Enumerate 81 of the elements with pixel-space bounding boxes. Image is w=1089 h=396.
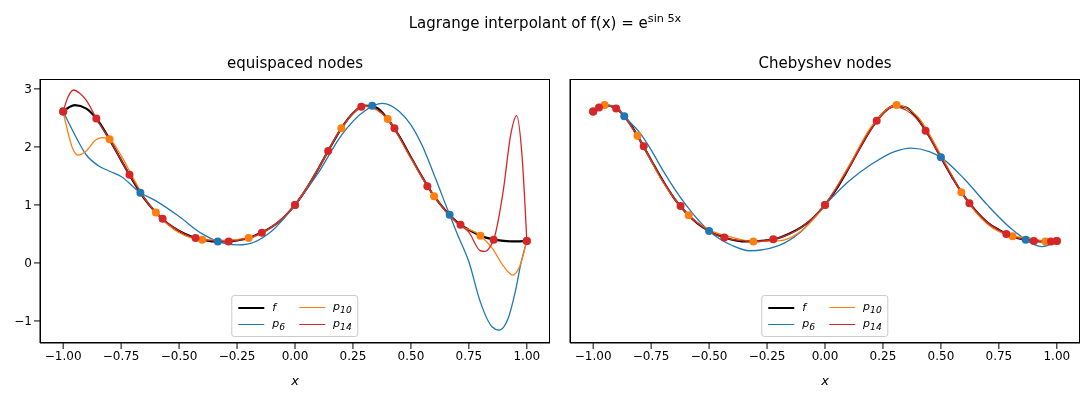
x-tick-label: 0.50 — [927, 348, 955, 363]
point — [1008, 232, 1017, 241]
point — [684, 211, 693, 220]
legend-label: p$_{14}$ — [333, 316, 352, 333]
point — [257, 228, 266, 237]
point — [337, 124, 346, 133]
point — [324, 146, 333, 155]
x-tick-label: 0.25 — [339, 348, 367, 363]
chart-title: Chebyshev nodes — [757, 53, 893, 74]
point — [921, 126, 930, 135]
point — [213, 237, 222, 246]
legend-label: p$_{6}$ — [802, 316, 816, 333]
x-tick-label: 0.00 — [281, 348, 309, 363]
x-axis-title: x — [820, 373, 830, 388]
point — [720, 233, 729, 242]
point — [892, 101, 901, 110]
point — [92, 114, 101, 123]
x-tick-label: 0.25 — [869, 348, 897, 363]
x-tick-label: 1.00 — [1043, 348, 1071, 363]
point — [872, 116, 881, 125]
y-tick-label: −1 — [14, 314, 32, 329]
point — [612, 104, 621, 113]
x-tick-label: −0.75 — [102, 348, 140, 363]
point — [224, 237, 233, 246]
x-tick-label: 0.00 — [811, 348, 839, 363]
point — [769, 235, 778, 244]
x-tick-label: −0.25 — [748, 348, 786, 363]
point — [1002, 229, 1011, 238]
x-tick-label: 0.75 — [985, 348, 1013, 363]
point — [965, 199, 974, 208]
point — [1021, 235, 1030, 244]
point — [594, 103, 603, 112]
point — [244, 233, 253, 242]
point — [383, 115, 392, 124]
point — [489, 235, 498, 244]
legend-label: p$_{10}$ — [863, 299, 882, 316]
point — [368, 101, 377, 110]
legend-label: f — [272, 301, 277, 314]
x-tick-label: 0.50 — [397, 348, 425, 363]
point — [158, 214, 167, 223]
point — [198, 235, 207, 244]
point — [476, 231, 485, 240]
x-tick-label: 1.00 — [513, 348, 541, 363]
point — [430, 192, 439, 201]
legend-label: p$_{6}$ — [272, 316, 286, 333]
point — [136, 188, 145, 197]
legend-label: f — [802, 301, 807, 314]
x-tick-label: −0.50 — [690, 348, 728, 363]
point — [125, 170, 134, 179]
y-tick-label: 1 — [24, 198, 32, 213]
y-tick-label: 3 — [24, 82, 32, 97]
point — [445, 210, 454, 219]
x-axis-title: x — [290, 373, 300, 388]
text: Lagrange interpolant of f(x) = e$^{sin 5x}$ — [408, 11, 682, 32]
x-tick-label: −1.00 — [44, 348, 82, 363]
x-tick-label: −1.00 — [574, 348, 612, 363]
legend-label: p$_{10}$ — [333, 299, 352, 316]
y-tick-label: 2 — [24, 140, 32, 155]
point — [151, 208, 160, 217]
y-tick-label: 0 — [24, 256, 32, 271]
point — [639, 142, 648, 151]
point — [390, 124, 399, 133]
x-tick-label: −0.75 — [632, 348, 670, 363]
point — [456, 220, 465, 229]
point — [1029, 236, 1038, 245]
point — [105, 135, 114, 144]
x-tick-label: −0.50 — [160, 348, 198, 363]
point — [705, 227, 714, 236]
point — [620, 112, 629, 121]
point — [191, 233, 200, 242]
point — [633, 131, 642, 140]
x-tick-label: −0.25 — [218, 348, 256, 363]
point — [957, 188, 966, 197]
chart-title: equispaced nodes — [226, 53, 364, 74]
legend-label: p$_{14}$ — [863, 316, 882, 333]
x-tick-label: 0.75 — [455, 348, 483, 363]
point — [749, 237, 758, 246]
point — [357, 102, 366, 111]
point — [676, 202, 685, 211]
point — [936, 153, 945, 162]
point — [423, 182, 432, 191]
